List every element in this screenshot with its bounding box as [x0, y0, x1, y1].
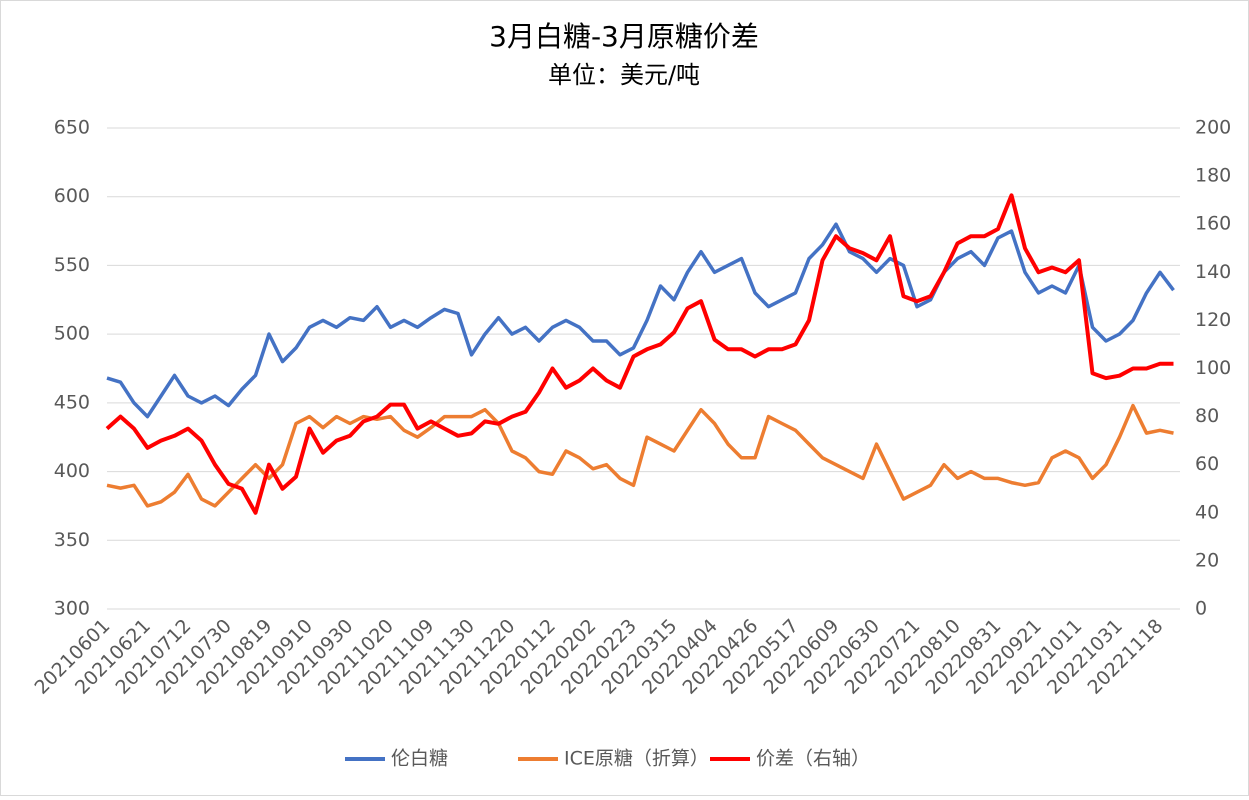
y-tick-label: 300: [54, 598, 90, 620]
y2-tick-label: 120: [1195, 309, 1231, 331]
legend-label: 伦白糖: [391, 748, 448, 770]
y2-tick-label: 0: [1195, 598, 1207, 620]
series-line: [106, 403, 1174, 508]
y2-tick-label: 60: [1195, 453, 1219, 475]
y2-tick-label: 80: [1195, 405, 1219, 427]
y2-tick-label: 160: [1195, 213, 1231, 235]
y2-tick-label: 20: [1195, 549, 1219, 571]
legend-label: 价差（右轴）: [756, 748, 870, 770]
y2-tick-label: 180: [1195, 165, 1231, 187]
y2-tick-label: 140: [1195, 261, 1231, 283]
y2-tick-label: 100: [1195, 357, 1231, 379]
y-tick-label: 650: [54, 117, 90, 139]
legend-label: ICE原糖（折算）: [564, 748, 709, 770]
y-tick-label: 400: [54, 460, 90, 482]
chart-title: 3月白糖-3月原糖价差: [489, 20, 759, 53]
y2-tick-label: 200: [1195, 117, 1231, 139]
y-tick-label: 600: [54, 185, 90, 207]
y-tick-label: 500: [54, 323, 90, 345]
y-tick-label: 550: [54, 254, 90, 276]
y2-tick-label: 40: [1195, 501, 1219, 523]
y-tick-label: 450: [54, 391, 90, 413]
y-tick-label: 350: [54, 529, 90, 551]
chart-subtitle: 单位：美元/吨: [548, 61, 700, 89]
series-line: [105, 193, 1174, 515]
series-line: [106, 222, 1175, 419]
